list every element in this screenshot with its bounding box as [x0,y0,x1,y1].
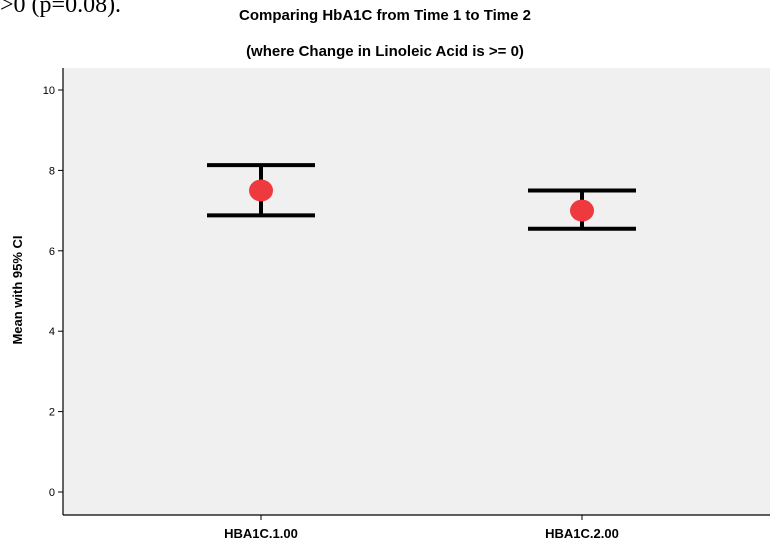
y-axis-label: Mean with 95% CI [10,235,25,344]
x-tick-label: HBA1C.2.00 [545,526,619,541]
text-fragment: >0 (p=0.08). [0,0,122,18]
chart-subtitle: (where Change in Linoleic Acid is >= 0) [246,43,524,60]
y-tick-label: 8 [49,165,55,177]
mean-point [249,179,273,202]
x-axis: HBA1C.1.00 HBA1C.2.00 [63,514,770,541]
y-axis: 0 2 4 6 8 10 [43,68,64,515]
chart-marks [207,163,636,231]
y-tick-label: 0 [49,487,55,499]
y-tick-label: 2 [49,407,55,419]
plot-area [63,68,770,515]
chart-title: Comparing HbA1C from Time 1 to Time 2 [239,7,531,24]
y-tick-label: 4 [49,326,55,338]
mean-point [570,199,594,222]
x-tick-label: HBA1C.1.00 [224,526,298,541]
y-tick-label: 10 [43,85,55,97]
y-tick-label: 6 [49,246,55,258]
